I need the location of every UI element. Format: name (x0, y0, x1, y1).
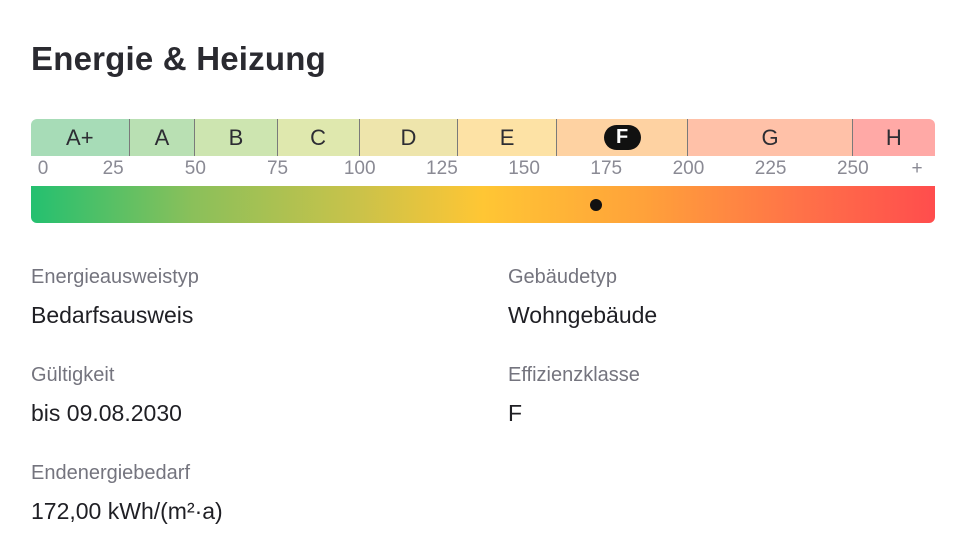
effizienzklasse-label: Effizienzklasse (508, 364, 640, 386)
scale-tick-label: 250 (836, 158, 869, 179)
energy-class-d: D (359, 119, 459, 156)
gebaeudetyp-label: Gebäudetyp (508, 266, 617, 288)
energy-class-label: A (154, 124, 170, 150)
scale-tick-label: 0 (37, 158, 49, 179)
scale-tick-label: 200 (672, 158, 705, 179)
gueltigkeit-label: Gültigkeit (31, 364, 115, 386)
energy-class-label: C (310, 124, 327, 150)
energy-class-g: G (688, 119, 853, 156)
endenergiebedarf-value: 172,00 kWh/(m²·a) (31, 498, 223, 524)
energy-class-e: E (458, 119, 557, 156)
scale-tick-label: 225 (754, 158, 787, 179)
energy-class-label: H (885, 124, 902, 150)
scale-tick-label: 75 (266, 158, 289, 179)
gueltigkeit-value: bis 09.08.2030 (31, 400, 182, 426)
energy-class-label: E (499, 124, 515, 150)
energy-class-label: D (400, 124, 417, 150)
energieausweistyp-label: Energieausweistyp (31, 266, 199, 288)
energy-scale-ticks: 0 25 50 75 100 125 150 175 200 225 250 + (31, 158, 935, 184)
scale-tick-label: + (911, 158, 923, 179)
energy-class-f: F (556, 119, 689, 156)
scale-tick-label: 50 (184, 158, 206, 179)
scale-tick-label: 125 (426, 158, 458, 179)
energy-class-label: A+ (66, 124, 94, 150)
energy-class-aplus: A+ (31, 119, 130, 156)
scale-tick-label: 25 (102, 158, 124, 179)
scale-tick-label: 100 (343, 158, 376, 179)
energy-class-scale: A+ A B C D E F G H (31, 119, 935, 156)
scale-tick-label: 150 (508, 158, 540, 179)
active-class-badge: F (603, 125, 641, 150)
energy-class-b: B (195, 119, 278, 156)
energy-class-a: A (129, 119, 196, 156)
energy-class-label: B (228, 124, 244, 150)
energy-gradient-bar (31, 186, 935, 223)
section-title: Energie & Heizung (31, 40, 326, 77)
gebaeudetyp-value: Wohngebäude (508, 302, 658, 328)
energy-class-h: H (852, 119, 935, 156)
energieausweistyp-value: Bedarfsausweis (31, 302, 194, 328)
scale-tick-label: 175 (590, 158, 623, 179)
effizienzklasse-value: F (508, 400, 523, 426)
energy-class-c: C (277, 119, 360, 156)
energy-class-label: G (761, 124, 779, 150)
current-value-marker (590, 199, 603, 211)
endenergiebedarf-label: Endenergiebedarf (31, 462, 191, 484)
